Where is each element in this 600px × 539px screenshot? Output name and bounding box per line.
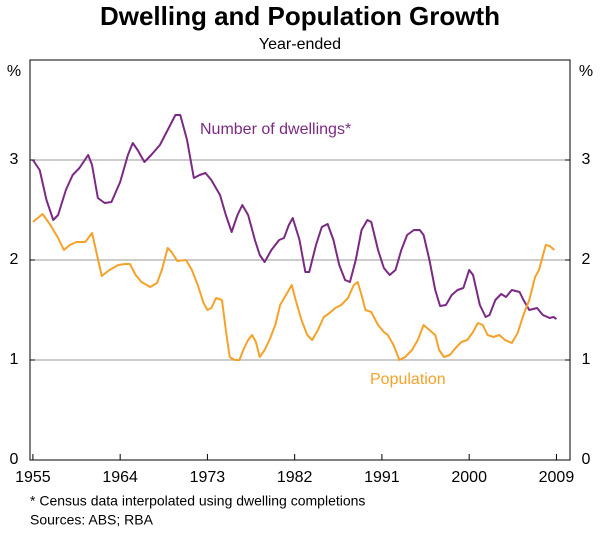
- series-line: [32, 114, 557, 320]
- y2-axis-label: %: [579, 63, 593, 80]
- series-line: [32, 213, 556, 361]
- x-tick-label: 1955: [15, 469, 51, 486]
- plot-frame: [29, 59, 571, 461]
- y-tick-label: 3: [10, 151, 19, 168]
- y-tick-label: 2: [10, 251, 19, 268]
- y2-tick-label: 2: [582, 251, 591, 268]
- series-label: Number of dwellings*: [200, 121, 351, 138]
- chart-title: Dwelling and Population Growth: [100, 1, 500, 31]
- x-tick-label: 1991: [364, 469, 400, 486]
- x-tick-label: 2000: [451, 469, 487, 486]
- x-tick-label: 1982: [277, 469, 313, 486]
- y2-tick-label: 1: [582, 351, 591, 368]
- y2-tick-label: 0: [582, 451, 591, 468]
- footnote: * Census data interpolated using dwellin…: [30, 493, 365, 509]
- y-axis-label: %: [7, 63, 21, 80]
- x-tick-label: 1973: [190, 469, 226, 486]
- y2-tick-label: 3: [582, 151, 591, 168]
- x-tick-label: 2009: [539, 469, 575, 486]
- x-tick-label: 1964: [102, 469, 138, 486]
- chart-subtitle: Year-ended: [259, 36, 341, 53]
- source: Sources: ABS; RBA: [30, 512, 154, 528]
- series-label: Population: [370, 371, 446, 388]
- y-tick-label: 1: [10, 351, 19, 368]
- y-tick-label: 0: [10, 451, 19, 468]
